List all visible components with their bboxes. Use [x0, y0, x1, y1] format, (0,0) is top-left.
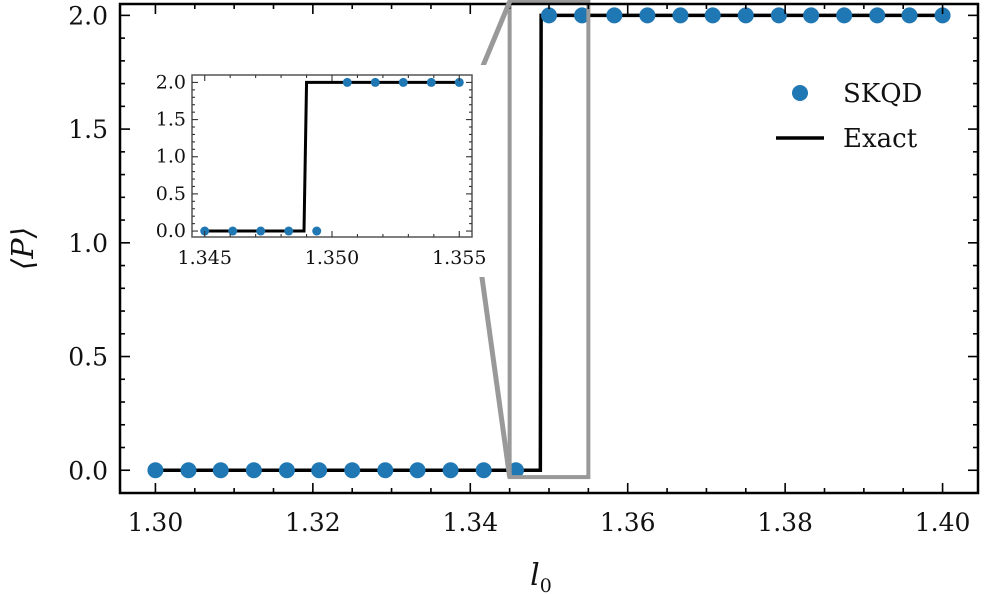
skqd-point [869, 7, 886, 24]
skqd-point [409, 462, 426, 479]
skqd-point [147, 462, 164, 479]
inset-skqd-point [312, 226, 322, 236]
inset-x-tick-label: 1.350 [305, 247, 359, 269]
skqd-point [901, 7, 918, 24]
y-tick-label: 1.0 [68, 229, 108, 258]
skqd-point [475, 462, 492, 479]
inset-skqd-point [426, 77, 436, 87]
skqd-point [377, 462, 394, 479]
x-tick-label: 1.38 [757, 508, 813, 537]
inset-y-tick-label: 1.0 [156, 146, 186, 168]
skqd-point [180, 462, 197, 479]
skqd-point [574, 7, 591, 24]
skqd-point [639, 7, 656, 24]
x-tick-label: 1.36 [600, 508, 656, 537]
inset-skqd-point [256, 226, 266, 236]
inset-skqd-point [342, 77, 352, 87]
inset-x-tick-label: 1.345 [178, 247, 232, 269]
zoom-connector [477, 262, 513, 478]
x-axis-label-subscript: 0 [540, 575, 552, 594]
skqd-point [836, 7, 853, 24]
skqd-point [311, 462, 328, 479]
x-tick-label: 1.30 [128, 508, 184, 537]
main-plot: 1.30 1.32 1.34 1.36 1.38 1.40 0.0 0.5 1.0 1.5 2.0 l… [6, 0, 980, 594]
skqd-point [770, 7, 787, 24]
y-tick-label: 1.5 [68, 115, 108, 144]
inset-y-tick-label: 2.0 [156, 71, 186, 93]
skqd-point [245, 462, 262, 479]
inset-skqd-point [454, 77, 464, 87]
inset-skqd-point [370, 77, 380, 87]
inset-y-tick-label: 0.0 [156, 220, 186, 242]
inset-exact-line [204, 80, 460, 233]
skqd-point [278, 462, 295, 479]
x-tick-label: 1.40 [915, 508, 971, 537]
skqd-point [212, 462, 229, 479]
inset-x-tick-label: 1.355 [432, 247, 486, 269]
zoom-connector [477, 0, 512, 74]
legend: SKQD Exact [776, 79, 922, 154]
legend-label-exact: Exact [843, 124, 918, 154]
skqd-point [672, 7, 689, 24]
legend-marker-skqd [792, 85, 808, 101]
skqd-point [737, 7, 754, 24]
x-tick-label: 1.34 [442, 508, 498, 537]
skqd-point [541, 7, 557, 24]
x-tick-label: 1.32 [285, 508, 341, 537]
skqd-point [344, 462, 361, 479]
skqd-point [442, 462, 459, 479]
inset-y-tick-label: 1.5 [156, 109, 186, 131]
skqd-point [507, 462, 524, 479]
inset-y-tick-label: 0.5 [156, 183, 186, 205]
inset-skqd-point [228, 226, 238, 236]
inset-background [142, 65, 502, 277]
y-axis-label: ⟨P⟩ [6, 227, 41, 271]
y-tick-label: 0.0 [68, 456, 108, 485]
skqd-point [704, 7, 721, 24]
inset-skqd-point [284, 226, 294, 236]
skqd-point [803, 7, 820, 24]
y-tick-label: 0.5 [68, 343, 108, 372]
inset-skqd-point [398, 77, 408, 87]
y-tick-label: 2.0 [68, 1, 108, 30]
zoom-region-box [507, 0, 591, 480]
skqd-point [934, 7, 951, 24]
x-axis-label: l0 [530, 558, 552, 594]
inset-plot: 1.345 1.350 1.355 0.0 0.5 1.0 1.5 2.0 [142, 65, 502, 277]
skqd-point [606, 7, 623, 24]
legend-label-skqd: SKQD [843, 79, 922, 109]
